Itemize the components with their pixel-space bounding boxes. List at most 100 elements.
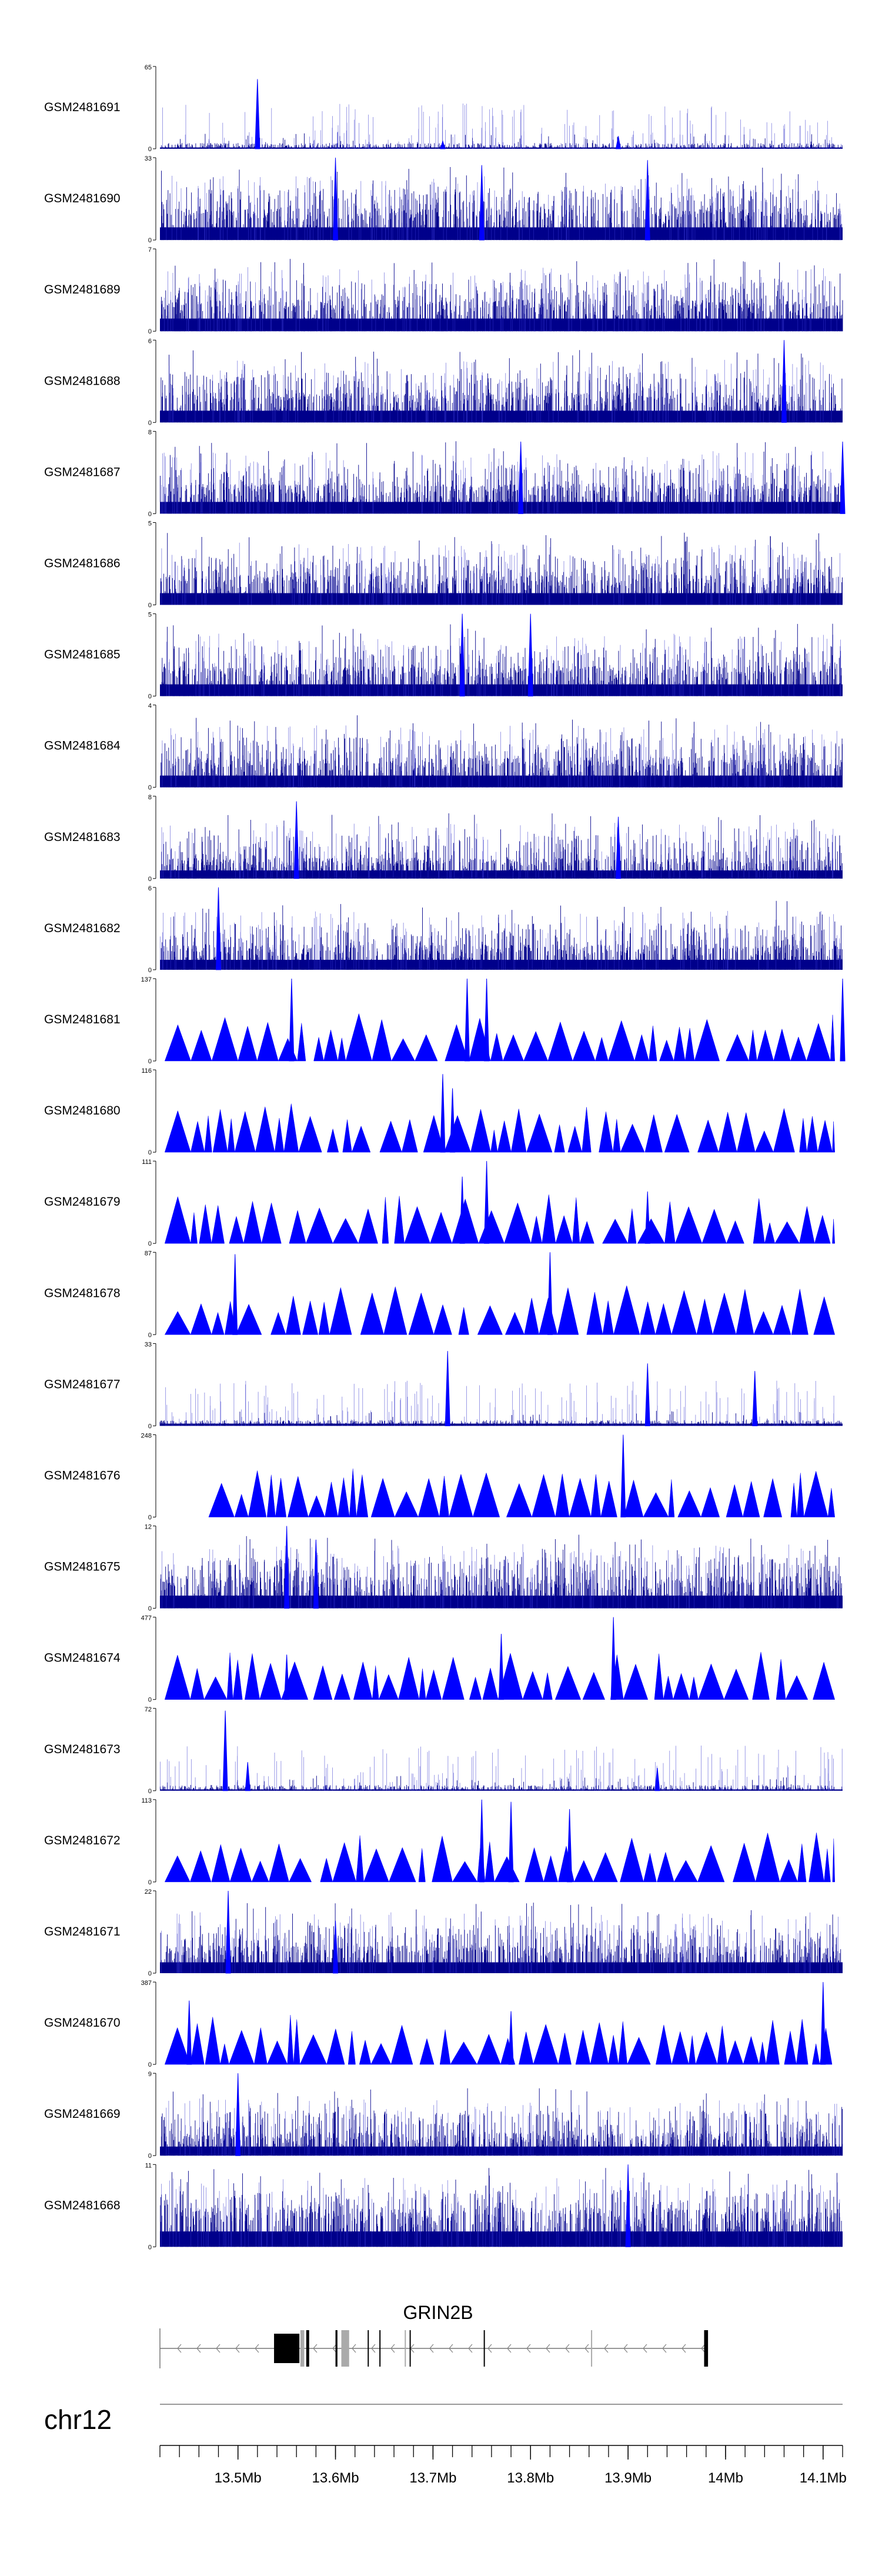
peak-spike-0 [625, 2164, 631, 2247]
track-label: GSM2481674 [44, 1651, 121, 1665]
track-GSM2481668: GSM2481668 11 0 [44, 2162, 843, 2251]
tracks-layer: GSM2481691650GSM2481690330GSM248168970GS… [44, 64, 846, 2251]
y-zero-label: 0 [148, 602, 152, 609]
y-zero-label: 0 [148, 1149, 152, 1156]
track-GSM2481672: GSM2481672 113 0 [44, 1797, 835, 1886]
peak-spike-1 [479, 165, 485, 241]
axis-tick-label: 14Mb [708, 2470, 743, 2486]
track-GSM2481674: GSM2481674 477 0 [44, 1615, 836, 1704]
track-label: GSM2481689 [44, 283, 121, 296]
y-zero-label: 0 [148, 2061, 152, 2068]
peak-spike-0 [225, 1890, 231, 1974]
strand-arrow-icon [681, 2344, 686, 2353]
coverage-peaks [166, 633, 841, 696]
y-max-label: 11 [145, 2162, 152, 2169]
track-label: GSM2481668 [44, 2198, 121, 2212]
strand-arrow-icon [584, 2344, 589, 2353]
track-GSM2481679: GSM2481679 111 0 [44, 1159, 835, 1247]
genome-axis: chr12 13.5Mb 13.6Mb 13.7Mb 13.8Mb 13.9Mb 14Mb… [44, 2404, 847, 2486]
y-max-label: 33 [145, 155, 152, 162]
strand-arrow-icon [701, 2344, 706, 2353]
peak-spike-2 [567, 1808, 573, 1883]
y-max-label: 8 [148, 794, 152, 801]
y-zero-label: 0 [148, 1697, 152, 1704]
peak-spike-0 [820, 1982, 826, 2065]
coverage-blocks [164, 2015, 833, 2065]
coverage-peaks [160, 910, 841, 970]
coverage-peaks [160, 1746, 843, 1791]
strand-arrow-icon [526, 2344, 531, 2353]
peak-spike-1 [615, 136, 622, 149]
y-zero-label: 0 [148, 328, 152, 335]
y-max-label: 33 [145, 1341, 152, 1348]
y-zero-label: 0 [148, 876, 152, 883]
gene-exon-10 [591, 2330, 593, 2367]
peak-spike-1 [644, 1363, 650, 1426]
y-max-label: 22 [145, 1888, 152, 1896]
peak-spike-1 [508, 1801, 514, 1883]
strand-arrow-icon [604, 2344, 609, 2353]
coverage-peaks [166, 2098, 840, 2156]
y-zero-label: 0 [148, 967, 152, 974]
strand-arrow-icon [255, 2344, 259, 2353]
peak-spike-0 [232, 1254, 238, 1335]
coverage-peaks [161, 822, 834, 879]
gene-exon-2 [306, 2330, 309, 2367]
peak-spike-0 [289, 978, 295, 1062]
y-zero-label: 0 [148, 693, 152, 700]
track-GSM2481684: GSM2481684 4 0 [44, 703, 843, 792]
gene-exon-5 [368, 2330, 369, 2367]
strand-arrow-icon [565, 2344, 570, 2353]
coverage-baseline [160, 1789, 843, 1791]
strand-arrow-icon [662, 2344, 667, 2353]
y-zero-label: 0 [148, 2244, 152, 2251]
track-GSM2481685: GSM2481685 5 0 [44, 612, 843, 700]
strand-arrow-icon [332, 2344, 337, 2353]
coverage-bars [160, 1534, 842, 1609]
coverage-blocks [164, 1651, 836, 1700]
gene-exon-1 [300, 2330, 305, 2367]
y-max-label: 87 [145, 1250, 152, 1257]
coverage-baseline [160, 959, 843, 970]
strand-arrow-icon [546, 2344, 550, 2353]
peak-spike-0 [440, 1074, 446, 1153]
strand-arrow-icon [507, 2344, 512, 2353]
peak-spike-1 [450, 1088, 456, 1153]
y-max-label: 477 [141, 1615, 152, 1622]
coverage-blocks [164, 1103, 835, 1153]
gene-exon-4 [341, 2330, 349, 2367]
track-label: GSM2481684 [44, 739, 121, 753]
strand-arrow-icon [177, 2344, 182, 2353]
y-zero-label: 0 [148, 510, 152, 518]
peak-spike-1 [547, 1252, 553, 1335]
coverage-baseline [160, 1423, 843, 1426]
axis-tick-label: 13.8Mb [507, 2470, 554, 2486]
y-max-label: 116 [141, 1067, 152, 1075]
track-GSM2481690: GSM2481690 33 0 [44, 155, 843, 244]
chromosome-label: chr12 [44, 2404, 112, 2435]
track-GSM2481670: GSM2481670 387 0 [44, 1980, 833, 2068]
coverage-baseline [160, 147, 843, 149]
axis-tick-label: 13.7Mb [409, 2470, 456, 2486]
track-GSM2481689: GSM2481689 7 0 [44, 246, 843, 335]
y-max-label: 113 [141, 1797, 152, 1804]
peak-spike-2 [484, 978, 490, 1062]
peak-spike-0 [459, 613, 465, 697]
y-zero-label: 0 [148, 1514, 152, 1521]
y-max-label: 8 [148, 429, 152, 436]
y-zero-label: 0 [148, 1970, 152, 1977]
strand-arrow-icon [352, 2344, 356, 2353]
peak-spike-2 [284, 1654, 290, 1700]
track-label: GSM2481670 [44, 2016, 121, 2030]
peak-spike-0 [222, 1710, 228, 1791]
strand-arrow-icon [235, 2344, 240, 2353]
track-label: GSM2481672 [44, 1834, 121, 1847]
track-label: GSM2481678 [44, 1286, 121, 1300]
gene-exon-9 [483, 2330, 485, 2367]
coverage-bars [160, 813, 843, 879]
track-label: GSM2481685 [44, 648, 121, 662]
y-max-label: 4 [148, 703, 152, 710]
strand-arrow-icon [623, 2344, 628, 2353]
peak-spike-2 [644, 160, 650, 241]
y-zero-label: 0 [148, 1332, 152, 1339]
